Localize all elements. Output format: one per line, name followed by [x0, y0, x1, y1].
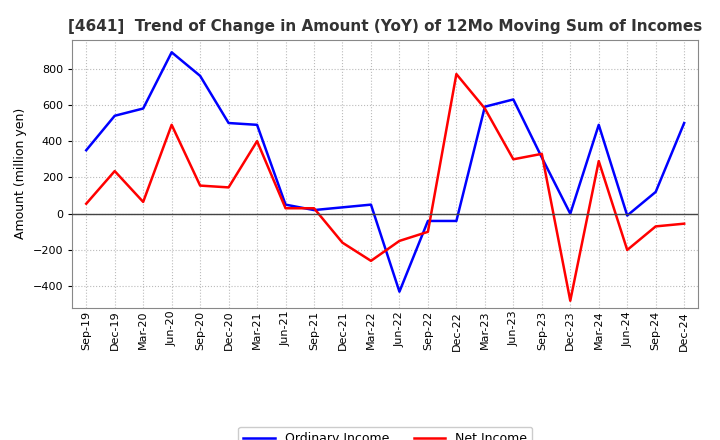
Ordinary Income	[480, 104, 489, 109]
Ordinary Income	[452, 218, 461, 224]
Ordinary Income	[282, 202, 290, 207]
Net Income	[595, 158, 603, 164]
Ordinary Income	[196, 73, 204, 78]
Ordinary Income	[110, 113, 119, 118]
Net Income	[310, 205, 318, 211]
Net Income	[225, 185, 233, 190]
Ordinary Income	[595, 122, 603, 128]
Ordinary Income	[395, 289, 404, 294]
Net Income	[282, 205, 290, 211]
Ordinary Income	[82, 147, 91, 153]
Net Income	[196, 183, 204, 188]
Net Income	[82, 201, 91, 206]
Net Income	[110, 169, 119, 174]
Ordinary Income	[423, 218, 432, 224]
Ordinary Income	[338, 205, 347, 210]
Ordinary Income	[509, 97, 518, 102]
Net Income	[395, 238, 404, 244]
Y-axis label: Amount (million yen): Amount (million yen)	[14, 108, 27, 239]
Net Income	[253, 139, 261, 144]
Ordinary Income	[680, 121, 688, 126]
Ordinary Income	[652, 189, 660, 194]
Net Income	[452, 71, 461, 77]
Line: Ordinary Income: Ordinary Income	[86, 52, 684, 292]
Net Income	[623, 247, 631, 253]
Ordinary Income	[253, 122, 261, 128]
Ordinary Income	[623, 213, 631, 218]
Line: Net Income: Net Income	[86, 74, 684, 301]
Legend: Ordinary Income, Net Income: Ordinary Income, Net Income	[238, 427, 532, 440]
Ordinary Income	[167, 50, 176, 55]
Net Income	[423, 229, 432, 235]
Net Income	[652, 224, 660, 229]
Ordinary Income	[310, 207, 318, 213]
Title: [4641]  Trend of Change in Amount (YoY) of 12Mo Moving Sum of Incomes: [4641] Trend of Change in Amount (YoY) o…	[68, 19, 702, 34]
Net Income	[680, 221, 688, 226]
Net Income	[566, 298, 575, 304]
Net Income	[509, 157, 518, 162]
Ordinary Income	[566, 211, 575, 216]
Ordinary Income	[139, 106, 148, 111]
Net Income	[338, 240, 347, 246]
Net Income	[366, 258, 375, 264]
Ordinary Income	[225, 121, 233, 126]
Ordinary Income	[366, 202, 375, 207]
Net Income	[167, 122, 176, 128]
Net Income	[480, 106, 489, 111]
Ordinary Income	[537, 155, 546, 160]
Net Income	[537, 151, 546, 157]
Net Income	[139, 199, 148, 205]
